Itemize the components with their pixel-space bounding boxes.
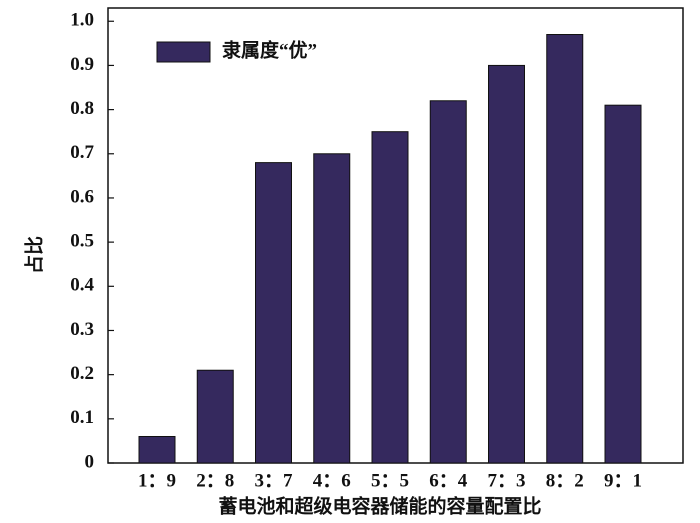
x-tick-label: 5：5 bbox=[371, 470, 409, 491]
y-tick-label: 1.0 bbox=[70, 10, 94, 31]
x-tick-label: 1：9 bbox=[138, 470, 176, 491]
bar bbox=[138, 435, 176, 464]
bar bbox=[255, 162, 292, 464]
y-tick-label: 0.3 bbox=[70, 319, 94, 340]
bar bbox=[488, 64, 525, 464]
x-tick-label: 8：2 bbox=[546, 470, 584, 491]
y-tick-label: 0 bbox=[85, 451, 95, 472]
x-tick-label: 7：3 bbox=[487, 470, 525, 491]
x-tick-label: 4：6 bbox=[313, 470, 351, 491]
legend-swatch bbox=[156, 41, 211, 63]
y-tick-label: 0.4 bbox=[70, 275, 94, 296]
y-tick-label: 0.9 bbox=[70, 54, 94, 75]
y-tick-label: 0.1 bbox=[70, 407, 94, 428]
bar bbox=[196, 369, 234, 464]
y-tick-label: 0.8 bbox=[70, 98, 94, 119]
y-tick-label: 0.6 bbox=[70, 186, 94, 207]
bar bbox=[429, 100, 467, 464]
x-tick-label: 2：8 bbox=[196, 470, 234, 491]
y-tick-label: 0.7 bbox=[70, 142, 94, 163]
bar bbox=[546, 34, 584, 464]
bar bbox=[371, 131, 409, 464]
x-tick-label: 6：4 bbox=[429, 470, 468, 491]
y-tick-label: 0.2 bbox=[70, 363, 94, 384]
y-tick-label: 0.5 bbox=[70, 230, 94, 251]
x-tick-label: 9：1 bbox=[604, 470, 642, 491]
y-axis-label: 占比 bbox=[22, 236, 45, 274]
bar bbox=[313, 153, 351, 464]
legend-label: 隶属度“优” bbox=[222, 38, 317, 61]
x-tick-label: 3：7 bbox=[254, 470, 293, 491]
bar bbox=[604, 104, 642, 464]
x-axis-label: 蓄电池和超级电容器储能的容量配置比 bbox=[218, 494, 541, 517]
